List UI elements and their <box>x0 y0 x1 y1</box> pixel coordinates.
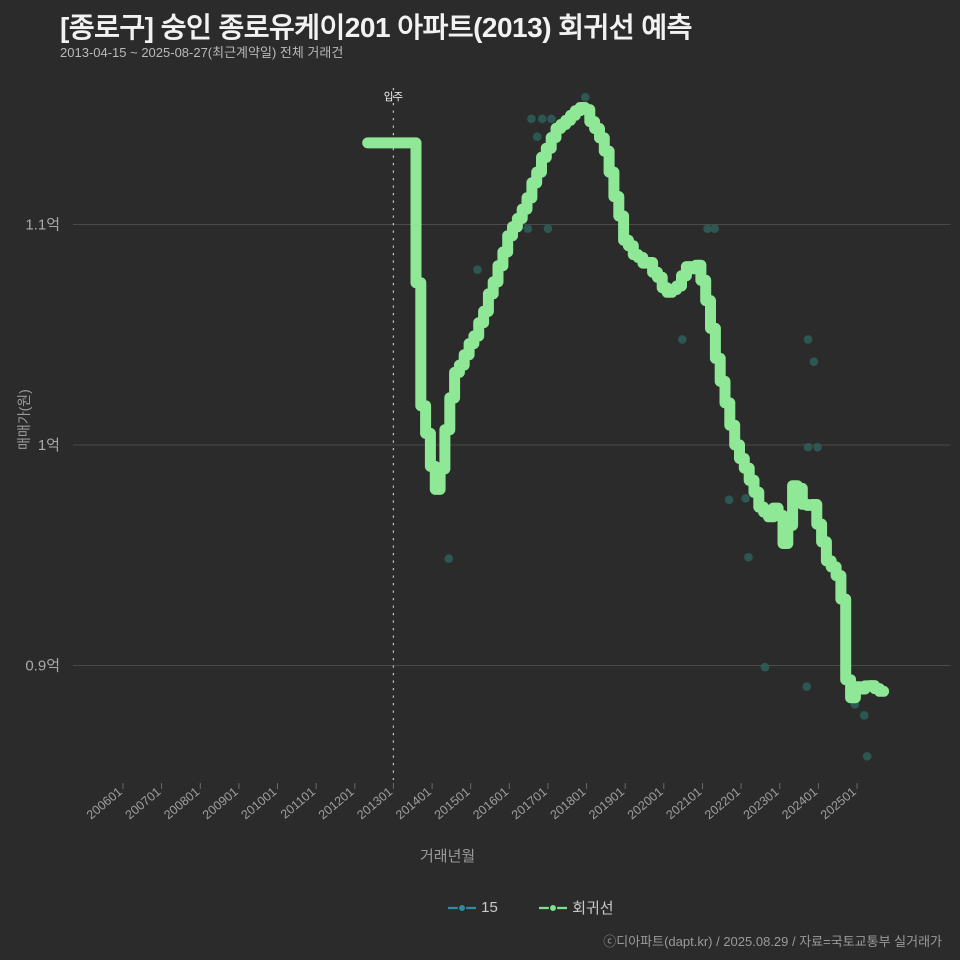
svg-text:201501: 201501 <box>432 785 473 823</box>
svg-text:202201: 202201 <box>702 785 743 823</box>
svg-text:201101: 201101 <box>278 785 318 822</box>
svg-text:입주: 입주 <box>384 90 404 103</box>
svg-text:201201: 201201 <box>316 785 357 823</box>
svg-text:1.1억: 1.1억 <box>25 217 60 234</box>
svg-text:202001: 202001 <box>625 785 666 823</box>
svg-text:200901: 200901 <box>200 785 241 823</box>
svg-text:202301: 202301 <box>741 785 782 823</box>
svg-text:201701: 201701 <box>509 785 550 823</box>
svg-text:200701: 200701 <box>123 785 164 823</box>
svg-text:200601: 200601 <box>84 785 125 823</box>
svg-text:200801: 200801 <box>161 785 202 823</box>
svg-text:201001: 201001 <box>238 785 279 823</box>
svg-text:201301: 201301 <box>354 785 395 823</box>
svg-text:201801: 201801 <box>548 785 589 823</box>
svg-text:202101: 202101 <box>663 785 704 823</box>
svg-text:0.9억: 0.9억 <box>25 658 60 675</box>
svg-text:202501: 202501 <box>818 785 859 823</box>
svg-text:202401: 202401 <box>779 785 820 823</box>
svg-text:201901: 201901 <box>586 785 627 823</box>
svg-text:201401: 201401 <box>393 785 434 823</box>
svg-text:1억: 1억 <box>38 437 60 454</box>
svg-text:201601: 201601 <box>470 785 511 823</box>
